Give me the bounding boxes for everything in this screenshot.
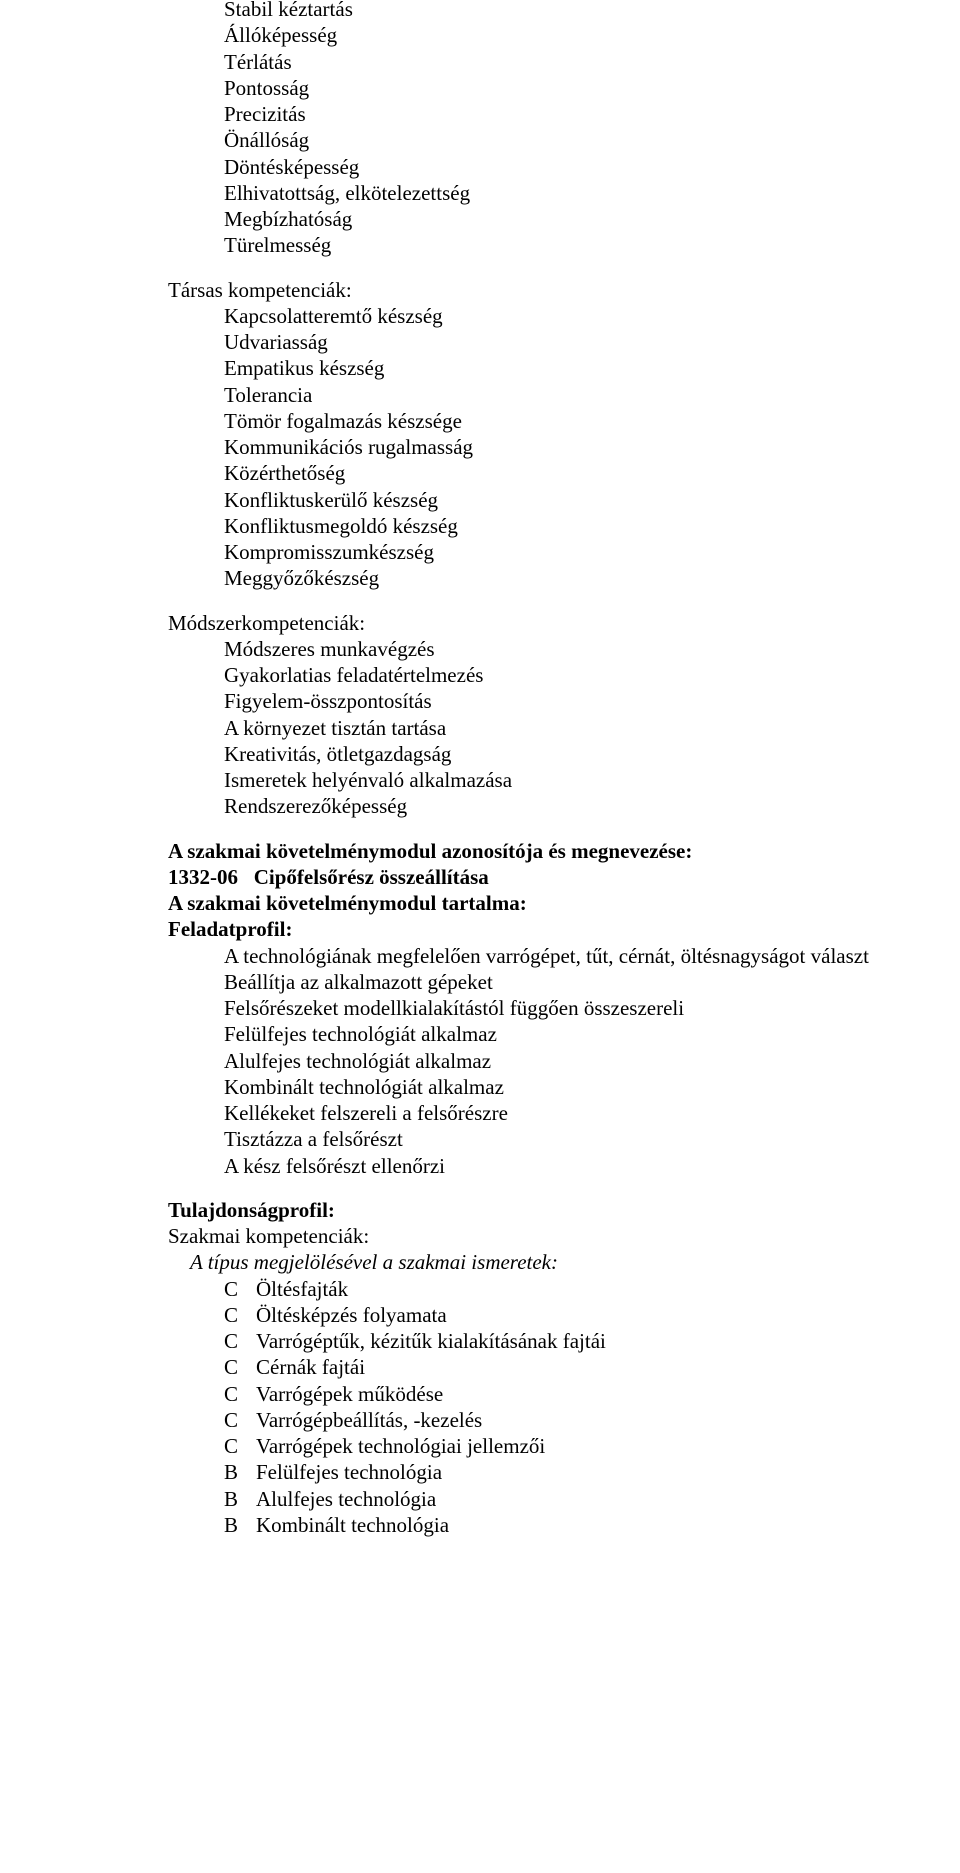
list-item: Gyakorlatias feladatértelmezés: [224, 662, 920, 688]
knowledge-row: BAlulfejes technológia: [224, 1486, 920, 1512]
list-item: Állóképesség: [224, 22, 920, 48]
row-letter: C: [224, 1381, 256, 1407]
row-text: Kombinált technológia: [256, 1512, 920, 1538]
row-letter: C: [224, 1354, 256, 1380]
list-item: Elhivatottság, elkötelezettség: [224, 180, 920, 206]
knowledge-row: CVarrógépek technológiai jellemzői: [224, 1433, 920, 1459]
list-item: Beállítja az alkalmazott gépeket: [224, 969, 920, 995]
list-item: Konfliktuskerülő készség: [224, 487, 920, 513]
list-item: Felülfejes technológiát alkalmaz: [224, 1021, 920, 1047]
row-text: Felülfejes technológia: [256, 1459, 920, 1485]
row-letter: B: [224, 1512, 256, 1538]
list-item: Kellékeket felszereli a felsőrészre: [224, 1100, 920, 1126]
row-text: Öltésfajták: [256, 1276, 920, 1302]
knowledge-list: CÖltésfajták CÖltésképzés folyamata CVar…: [224, 1276, 920, 1539]
competency-list-1: Stabil kéztartás Állóképesség Térlátás P…: [224, 0, 920, 259]
list-item: Módszeres munkavégzés: [224, 636, 920, 662]
row-letter: C: [224, 1328, 256, 1354]
list-item: Tolerancia: [224, 382, 920, 408]
row-text: Varrógépek működése: [256, 1381, 920, 1407]
knowledge-row: CVarrógépek működése: [224, 1381, 920, 1407]
knowledge-row: CÖltésfajták: [224, 1276, 920, 1302]
list-item: Meggyőzőkészség: [224, 565, 920, 591]
row-text: Öltésképzés folyamata: [256, 1302, 920, 1328]
list-item: A kész felsőrészt ellenőrzi: [224, 1153, 920, 1179]
social-list: Kapcsolatteremtő készség Udvariasság Emp…: [224, 303, 920, 592]
list-item: Alulfejes technológiát alkalmaz: [224, 1048, 920, 1074]
list-item: Konfliktusmegoldó készség: [224, 513, 920, 539]
list-item: Térlátás: [224, 49, 920, 75]
list-item: Döntésképesség: [224, 154, 920, 180]
list-item: A környezet tisztán tartása: [224, 715, 920, 741]
row-letter: C: [224, 1276, 256, 1302]
list-item: Kompromisszumkészség: [224, 539, 920, 565]
list-item: Pontosság: [224, 75, 920, 101]
list-item: Önállóság: [224, 127, 920, 153]
list-item: Rendszerezőképesség: [224, 793, 920, 819]
list-item: Ismeretek helyénvaló alkalmazása: [224, 767, 920, 793]
module-content-heading: A szakmai követelménymodul tartalma:: [168, 890, 920, 916]
prof-competencies-heading: Szakmai kompetenciák:: [168, 1223, 920, 1249]
module-code: 1332-06: [168, 865, 238, 889]
knowledge-row: CVarrógépbeállítás, -kezelés: [224, 1407, 920, 1433]
document-page: Stabil kéztartás Állóképesség Térlátás P…: [0, 0, 960, 1578]
list-item: Kommunikációs rugalmasság: [224, 434, 920, 460]
row-text: Varrógéptűk, kézitűk kialakításának fajt…: [256, 1328, 920, 1354]
row-letter: B: [224, 1459, 256, 1485]
social-header: Társas kompetenciák:: [168, 277, 920, 303]
list-item: A technológiának megfelelően varrógépet,…: [224, 943, 920, 969]
knowledge-row: BKombinált technológia: [224, 1512, 920, 1538]
list-item: Empatikus készség: [224, 355, 920, 381]
list-item: Precizitás: [224, 101, 920, 127]
row-text: Varrógépbeállítás, -kezelés: [256, 1407, 920, 1433]
list-item: Kapcsolatteremtő készség: [224, 303, 920, 329]
list-item: Megbízhatóság: [224, 206, 920, 232]
task-list: A technológiának megfelelően varrógépet,…: [224, 943, 920, 1179]
row-letter: C: [224, 1433, 256, 1459]
module-code-line: 1332-06 Cipőfelsőrész összeállítása: [168, 864, 920, 890]
method-header: Módszerkompetenciák:: [168, 610, 920, 636]
list-item: Tömör fogalmazás készsége: [224, 408, 920, 434]
list-item: Udvariasság: [224, 329, 920, 355]
type-knowledge-heading: A típus megjelölésével a szakmai ismeret…: [190, 1249, 920, 1275]
module-id-heading: A szakmai követelménymodul azonosítója é…: [168, 838, 920, 864]
row-letter: C: [224, 1302, 256, 1328]
list-item: Türelmesség: [224, 232, 920, 258]
list-item: Figyelem-összpontosítás: [224, 688, 920, 714]
knowledge-row: CÖltésképzés folyamata: [224, 1302, 920, 1328]
row-text: Alulfejes technológia: [256, 1486, 920, 1512]
module-title: Cipőfelsőrész összeállítása: [254, 865, 489, 889]
knowledge-row: BFelülfejes technológia: [224, 1459, 920, 1485]
list-item: Közérthetőség: [224, 460, 920, 486]
list-item: Tisztázza a felsőrészt: [224, 1126, 920, 1152]
row-text: Cérnák fajtái: [256, 1354, 920, 1380]
task-profile-heading: Feladatprofil:: [168, 916, 920, 942]
list-item: Stabil kéztartás: [224, 0, 920, 22]
row-letter: B: [224, 1486, 256, 1512]
row-text: Varrógépek technológiai jellemzői: [256, 1433, 920, 1459]
knowledge-row: CVarrógéptűk, kézitűk kialakításának faj…: [224, 1328, 920, 1354]
list-item: Kreativitás, ötletgazdagság: [224, 741, 920, 767]
method-list: Módszeres munkavégzés Gyakorlatias felad…: [224, 636, 920, 820]
property-profile-heading: Tulajdonságprofil:: [168, 1197, 920, 1223]
knowledge-row: CCérnák fajtái: [224, 1354, 920, 1380]
row-letter: C: [224, 1407, 256, 1433]
list-item: Felsőrészeket modellkialakítástól függőe…: [224, 995, 920, 1021]
list-item: Kombinált technológiát alkalmaz: [224, 1074, 920, 1100]
